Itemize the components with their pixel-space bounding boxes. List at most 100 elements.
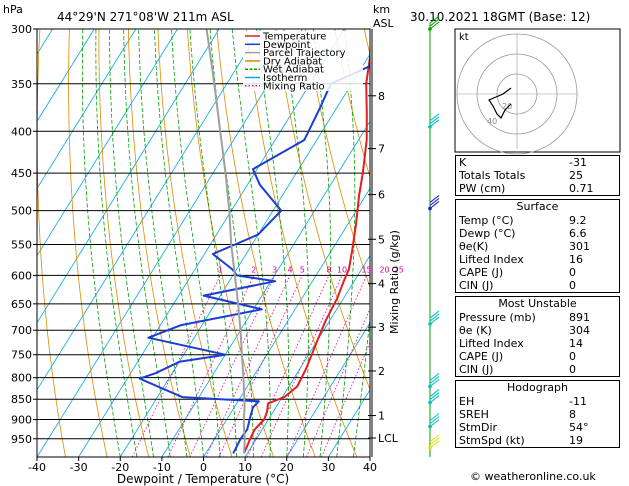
most-unstable-value: 891 (569, 311, 590, 324)
mixing-ratio-labels: 1 2 3 4 5 8 10 15 20 25 (218, 265, 404, 274)
wind-barb-flag (429, 392, 440, 400)
surface-title: Surface (516, 200, 559, 213)
mixing-ratio-line (260, 275, 343, 457)
hodograph-stat-value: -11 (569, 395, 587, 408)
surface-label: Dewp (°C) (459, 227, 516, 240)
wet-adiabat-line (352, 314, 370, 457)
hodograph-stat-label: SREH (459, 408, 489, 421)
hodograph-ring-label: 20 (502, 102, 512, 111)
isotherm-line (244, 254, 370, 457)
index-label: Totals Totals (459, 169, 526, 182)
wind-barb-flag (429, 113, 440, 122)
wind-barb-flag (429, 316, 440, 325)
height-label: 6 (378, 189, 385, 202)
index-value: -31 (569, 156, 587, 169)
wet-adiabats (82, 29, 370, 457)
wind-barb-flag (429, 379, 440, 387)
temperature-label: 40 (363, 461, 377, 474)
index-row: PW (cm) 0.71 (456, 182, 619, 195)
surface-box: Surface Temp (°C) 9.2 Dewp (°C) 6.6 θe(K) 301… (455, 199, 620, 293)
pressure-label: 950 (11, 433, 32, 446)
dry-adiabat-line (334, 29, 370, 179)
wind-barb-flag (429, 389, 440, 397)
pressure-label: 900 (11, 414, 32, 427)
pressure-label: 650 (11, 298, 32, 311)
height-label: 2 (378, 365, 385, 378)
wind-barb-flag (429, 119, 440, 128)
most-unstable-label: Lifted Index (459, 337, 524, 350)
km-label: km (373, 3, 390, 16)
height-label: 4 (378, 278, 385, 291)
wind-barb-flag (429, 413, 440, 421)
isotherm-line (119, 53, 370, 457)
mixing-ratio-line (246, 275, 330, 457)
temperature-label: 0 (200, 461, 207, 474)
isotherm-line (37, 29, 220, 324)
hodograph-stat-label: StmDir (459, 421, 498, 434)
temperature-label: -40 (28, 461, 46, 474)
pressure-label: 700 (11, 324, 32, 337)
surface-label: θe(K) (459, 240, 489, 253)
height-label: 3 (378, 321, 385, 334)
legend-label: Temperature (262, 32, 326, 43)
pressure-label: 750 (11, 349, 32, 362)
mixing-ratio-label: 5 (300, 265, 305, 274)
asl-label: ASL (373, 17, 395, 30)
index-row: Totals Totals 25 (456, 169, 619, 182)
mixing-ratio-label: 15 (361, 265, 371, 274)
most-unstable-label: θe (K) (459, 324, 492, 337)
mixing-ratio-label: 2 (251, 265, 256, 274)
wind-barb-flag (429, 434, 440, 443)
surface-value: 6.6 (569, 227, 587, 240)
pressure-label: 600 (11, 269, 32, 282)
wind-barb-flag (429, 21, 440, 30)
dewpoint-line (138, 65, 370, 454)
surface-value: 301 (569, 240, 590, 253)
index-value: 25 (569, 169, 583, 182)
hodograph-stat-value: 8 (569, 408, 576, 421)
pressure-label: 850 (11, 393, 32, 406)
hodograph-stat-label: EH (459, 395, 475, 408)
hpa-label: hPa (3, 3, 23, 16)
legend-label: Parcel Trajectory (263, 48, 346, 59)
copyright: © weatheronline.co.uk (470, 470, 596, 483)
temperature-label: 10 (238, 461, 252, 474)
surface-row: Dewp (°C) 6.6 (456, 227, 619, 240)
height-label: 7 (378, 143, 385, 156)
legend-bg (243, 31, 363, 91)
wet-adiabat-line (171, 29, 221, 457)
wind-barb-flag (429, 437, 440, 446)
height-axis: 8 7 6 5 4 3 2 1 LCL (368, 29, 399, 457)
isotherm-line (203, 187, 370, 457)
surface-label: CIN (J) (459, 279, 494, 292)
wind-barb-flag (429, 419, 440, 427)
wind-barbs (428, 15, 440, 457)
surface-row: CIN (J) 0 (456, 279, 619, 292)
temperature-label: 20 (280, 461, 294, 474)
most-unstable-row: CIN (J) 0 (456, 363, 619, 376)
index-label: PW (cm) (459, 182, 506, 195)
dry-adiabat-line (68, 29, 108, 457)
isotherm-line (37, 29, 303, 457)
height-label: 8 (378, 90, 385, 103)
temperature-line (243, 29, 370, 454)
wind-barb-flag (429, 15, 440, 24)
datetime-title: 30.10.2021 18GMT (Base: 12) (410, 10, 590, 24)
hodograph-unit-label: kt (459, 32, 469, 43)
isotherm-line (37, 29, 178, 257)
wind-barb-flag (429, 195, 440, 203)
most-unstable-row: θe (K) 304 (456, 324, 619, 337)
hodograph-stat-value: 19 (569, 434, 583, 447)
plot-background (37, 29, 370, 457)
isotherm-line (161, 120, 370, 457)
hodograph-ring-label: 40 (487, 117, 497, 126)
mixing-ratio-label: 1 (218, 265, 223, 274)
legend-label: Wet Adiabat (263, 65, 324, 76)
surface-row: θe(K) 301 (456, 240, 619, 253)
pressure-label: 400 (11, 125, 32, 138)
mixing-ratio-label: 20 (379, 265, 389, 274)
most-unstable-value: 0 (569, 350, 576, 363)
height-label: 5 (378, 233, 385, 246)
legend-label: Mixing Ratio (263, 81, 325, 92)
